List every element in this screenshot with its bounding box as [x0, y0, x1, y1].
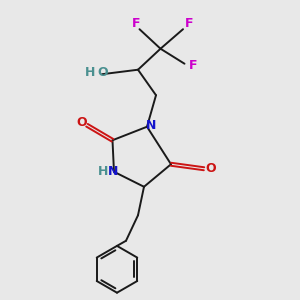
Text: O: O: [97, 66, 108, 79]
Text: O: O: [76, 116, 87, 129]
Text: F: F: [132, 17, 141, 30]
Text: N: N: [108, 165, 118, 178]
Text: O: O: [205, 162, 216, 175]
Text: F: F: [189, 59, 197, 72]
Text: H: H: [98, 165, 108, 178]
Text: N: N: [146, 119, 156, 132]
Text: H: H: [85, 66, 95, 79]
Text: F: F: [185, 17, 194, 30]
